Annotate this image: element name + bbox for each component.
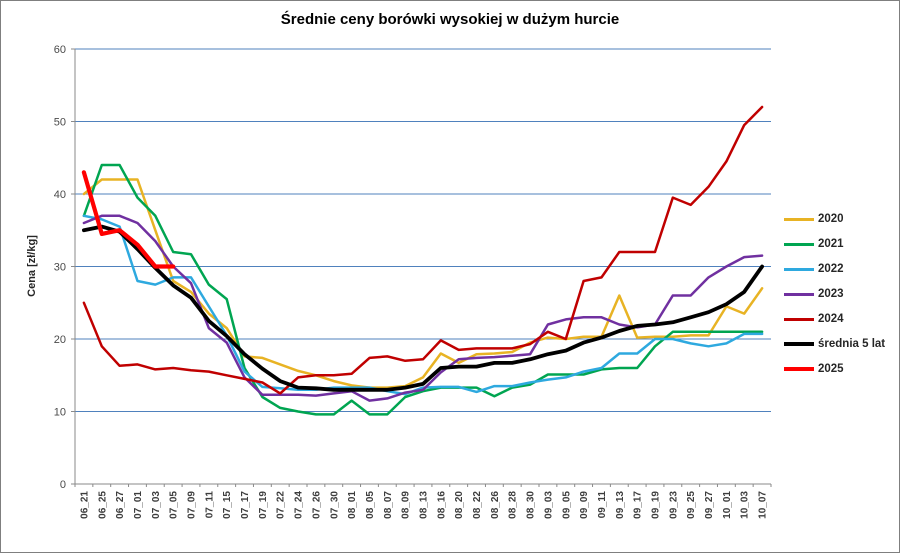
- y-tick-label: 50: [54, 117, 66, 129]
- x-tick-label: 08_01: [347, 491, 358, 519]
- legend-label: 2021: [818, 238, 844, 250]
- x-tick-label: 06_25: [97, 491, 108, 519]
- x-tick-label: 09_11: [597, 491, 608, 519]
- legend-line-swatch: [784, 292, 814, 296]
- legend-label: 2025: [818, 363, 844, 375]
- legend-label: 2020: [818, 213, 844, 225]
- x-tick-label: 08_09: [401, 491, 412, 519]
- legend-item: 2024: [784, 312, 885, 326]
- x-tick-label: 08_22: [472, 491, 483, 519]
- series-line-2020: [82, 178, 764, 389]
- y-tick-label: 40: [54, 189, 66, 201]
- legend-label: 2023: [818, 288, 844, 300]
- x-tick-label: 09_19: [651, 491, 662, 519]
- series-line-2023: [82, 214, 764, 402]
- x-tick-label: 07_15: [222, 491, 233, 519]
- series-line-2022: [82, 214, 764, 396]
- legend-line-swatch: [784, 367, 814, 371]
- x-tick-label: 10_01: [722, 491, 733, 519]
- legend-item: 2021: [784, 237, 885, 251]
- x-tick-label: 07_26: [311, 491, 322, 519]
- x-tick-label: 09_17: [633, 491, 644, 519]
- x-tick-label: 07_09: [187, 491, 198, 519]
- x-tick-label: 07_01: [133, 491, 144, 519]
- x-tick-label: 06_27: [115, 491, 126, 519]
- legend-line-swatch: [784, 267, 814, 271]
- x-tick-label: 08_16: [436, 491, 447, 519]
- x-tick-label: 07_19: [258, 491, 269, 519]
- x-tick-label: 07_17: [240, 491, 251, 519]
- legend-label: średnia 5 lat: [818, 338, 886, 350]
- x-tick-label: 09_13: [615, 491, 626, 519]
- x-tick-label: 09_27: [704, 491, 715, 519]
- legend-line-swatch: [784, 317, 814, 321]
- x-tick-label: 09_05: [561, 491, 572, 519]
- x-tick-label: 08_05: [365, 491, 376, 519]
- x-tick-label: 09_09: [579, 491, 590, 519]
- x-tick-label: 09_23: [668, 491, 679, 519]
- series-line-2024: [82, 105, 764, 395]
- x-tick-label: 08_13: [419, 491, 430, 519]
- x-tick-label: 07_05: [169, 491, 180, 519]
- legend: 2020 2021 2022 2023 2024 średnia 5 lat 2025: [784, 212, 885, 376]
- y-tick-label: 60: [54, 44, 66, 56]
- legend-item: średnia 5 lat: [784, 337, 885, 351]
- x-tick-label: 07_30: [329, 491, 340, 519]
- x-tick-label: 08_26: [490, 491, 501, 519]
- legend-label: 2024: [818, 313, 844, 325]
- legend-item: 2020: [784, 212, 885, 226]
- series-line-2021: [82, 163, 764, 416]
- x-tick-label: 09_03: [543, 491, 554, 519]
- legend-item: 2022: [784, 262, 885, 276]
- series-line-średnia-5-lat: [82, 224, 764, 392]
- x-tick-label: 07_03: [151, 491, 162, 519]
- chart-title: Średnie ceny borówki wysokiej w dużym hu…: [280, 11, 620, 28]
- series-line-2025: [81, 170, 176, 269]
- legend-line-swatch: [784, 217, 814, 221]
- x-tick-label: 08_28: [508, 491, 519, 519]
- x-tick-label: 08_30: [526, 491, 537, 519]
- x-tick-label: 09_25: [686, 491, 697, 519]
- x-tick-label: 10_07: [758, 491, 769, 519]
- legend-item: 2023: [784, 287, 885, 301]
- x-tick-label: 08_20: [454, 491, 465, 519]
- x-tick-label: 07_11: [204, 491, 215, 519]
- x-tick-label: 10_03: [740, 491, 751, 519]
- legend-line-swatch: [784, 342, 814, 346]
- x-tick-label: 08_07: [383, 491, 394, 519]
- y-tick-label: 10: [54, 407, 66, 419]
- legend-label: 2022: [818, 263, 844, 275]
- x-tick-label: 06_21: [79, 491, 90, 519]
- y-tick-label: 0: [60, 479, 66, 491]
- legend-item: 2025: [784, 362, 885, 376]
- legend-line-swatch: [784, 242, 814, 246]
- y-tick-label: 20: [54, 334, 66, 346]
- x-tick-label: 07_24: [294, 491, 305, 519]
- y-tick-label: 30: [54, 262, 66, 274]
- x-tick-label: 07_22: [276, 491, 287, 519]
